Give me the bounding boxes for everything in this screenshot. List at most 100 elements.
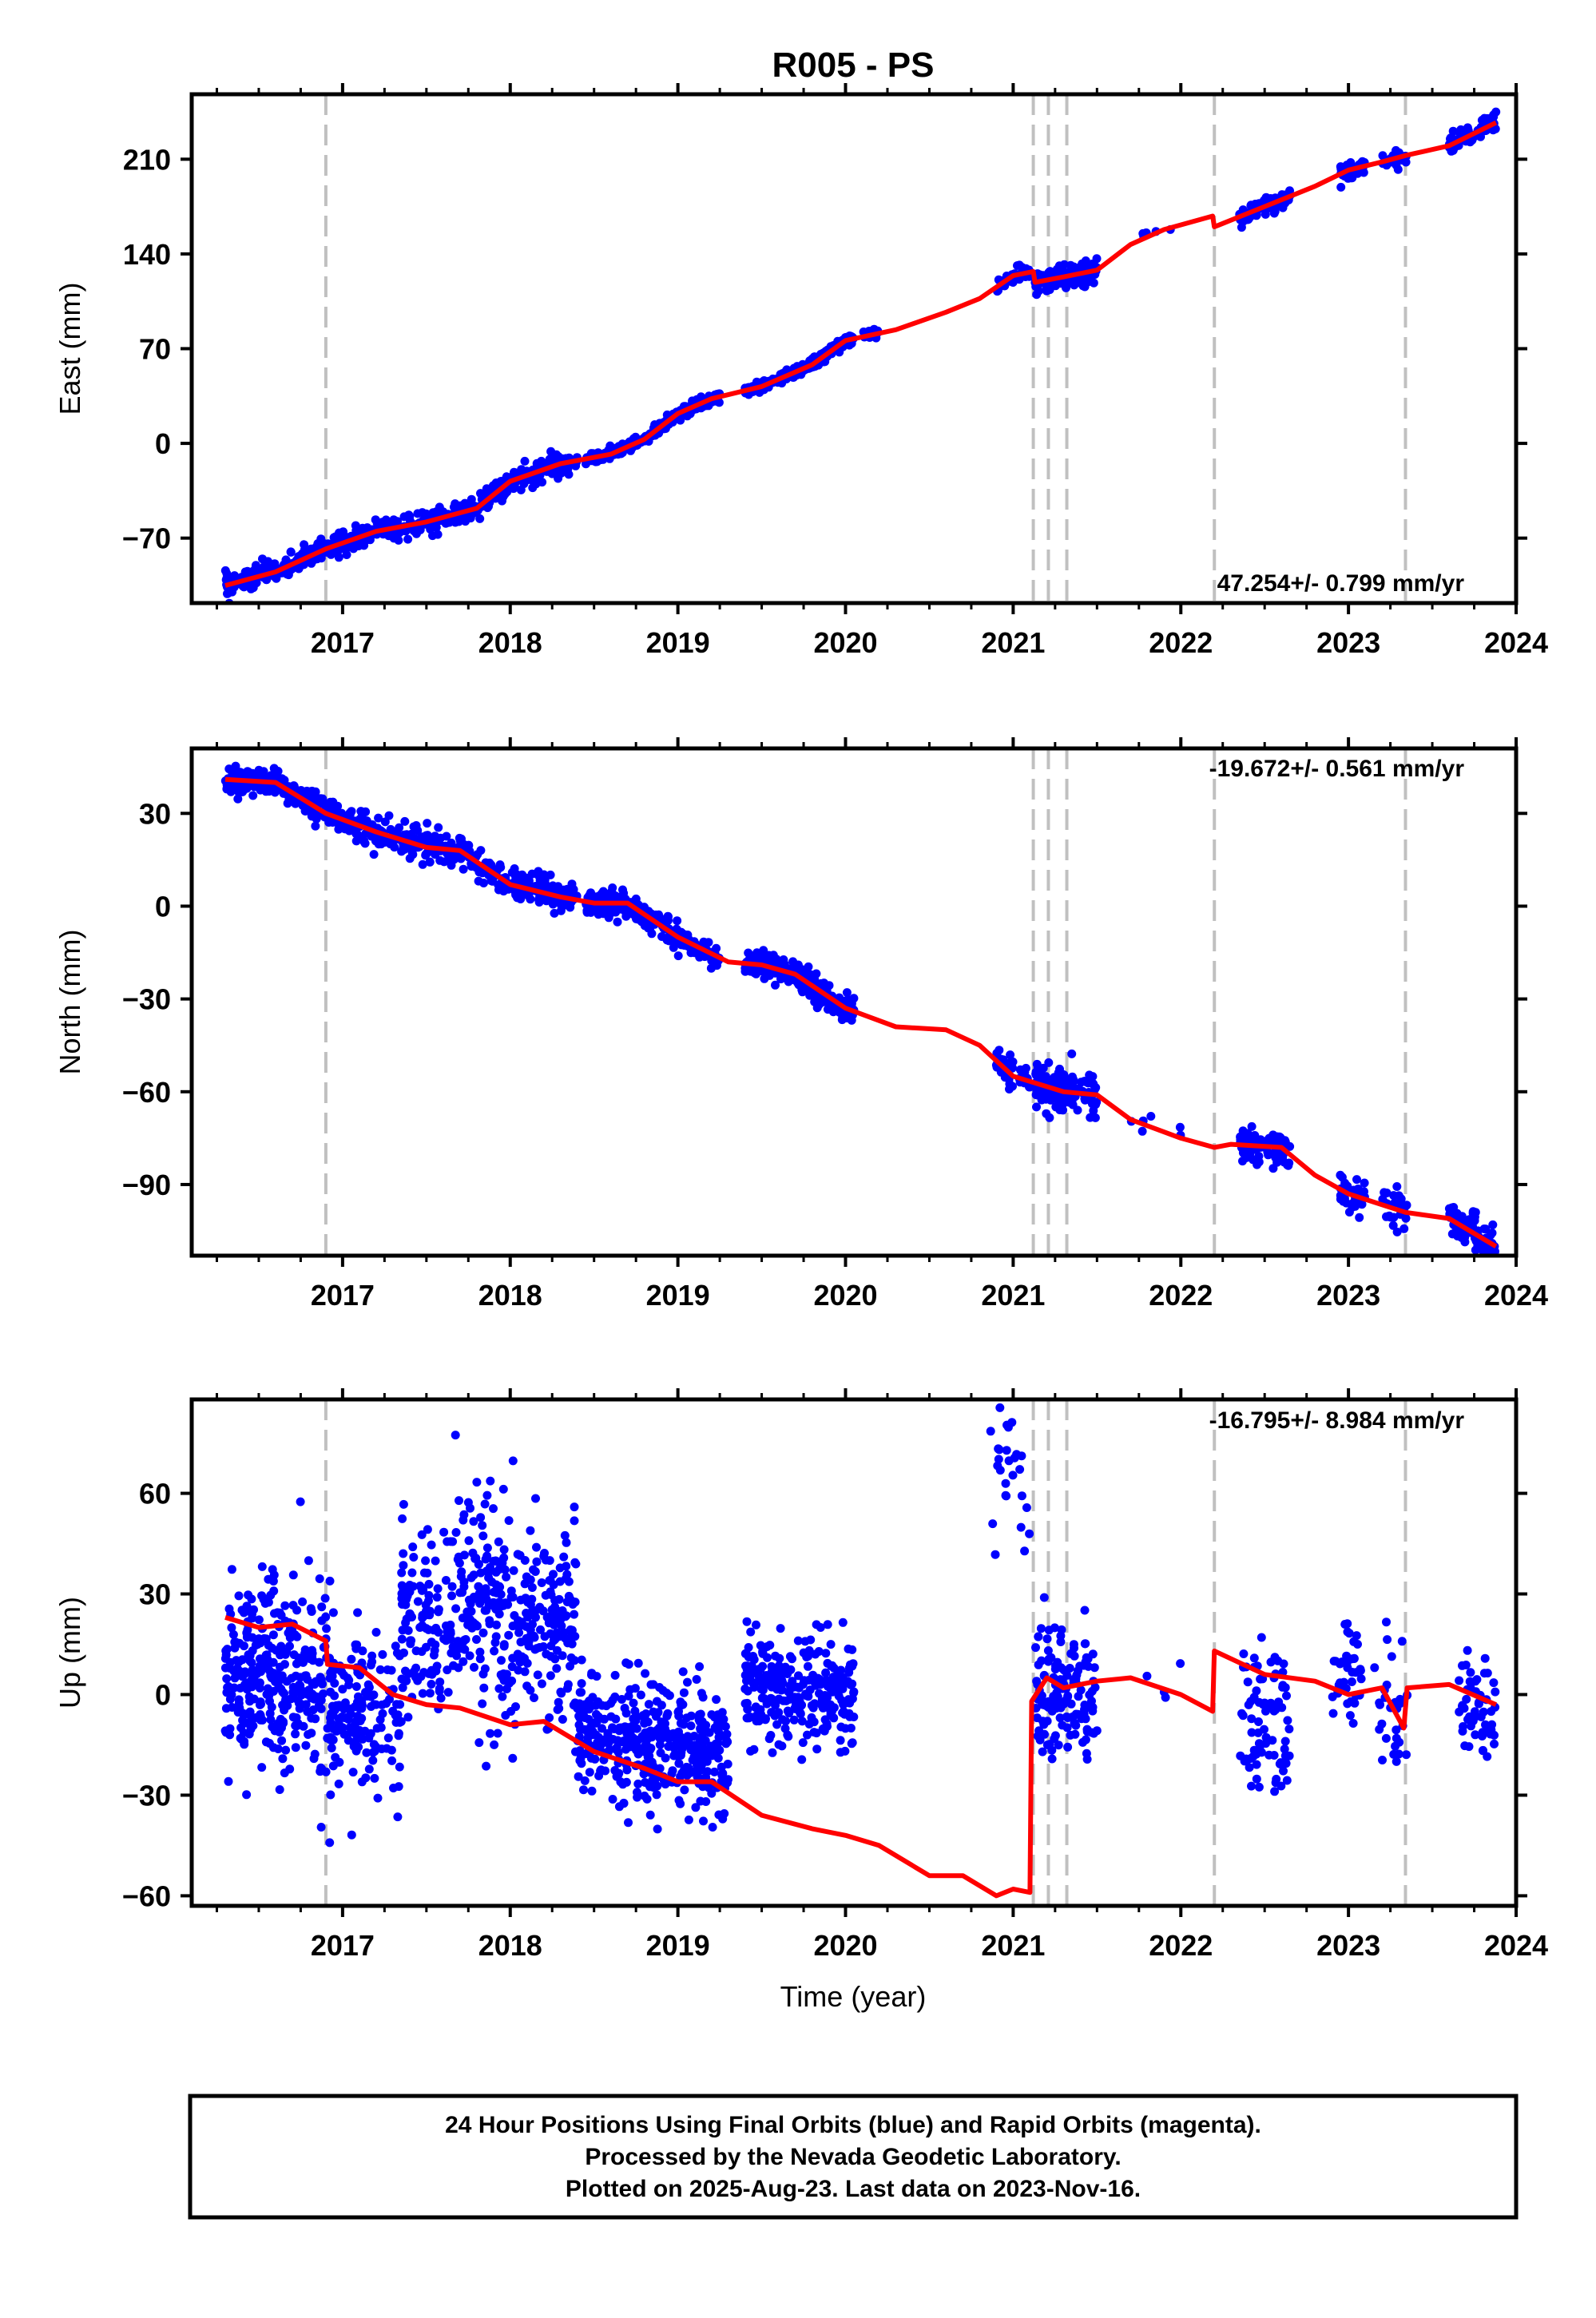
data-point [833,1667,843,1677]
data-point [407,1568,417,1578]
data-point [242,1718,252,1728]
data-point [364,1733,374,1743]
data-point [605,1744,614,1754]
data-point [707,1788,717,1798]
data-point [452,1651,462,1661]
data-point [623,1729,632,1738]
data-point [692,1675,701,1684]
data-point [316,1823,326,1832]
data-point [570,1516,579,1526]
data-point [459,1635,469,1645]
data-point [652,1790,661,1800]
data-point [482,1551,492,1561]
data-point [307,1713,316,1723]
data-point [291,1743,300,1752]
data-point [715,1745,725,1755]
data-point [534,871,543,880]
data-point [449,1661,458,1670]
data-point [794,1671,803,1681]
data-point [433,1584,443,1594]
data-point [242,1709,252,1719]
data-point [714,1733,724,1742]
data-point [387,1756,397,1765]
data-point [554,1704,564,1713]
data-point [351,521,360,530]
data-point [528,1620,537,1629]
data-point [394,1731,403,1740]
data-point [561,1612,570,1621]
data-point [1283,1160,1292,1169]
data-point [562,1598,572,1606]
data-point [809,1717,819,1727]
data-point [288,1570,298,1580]
data-point [698,1743,708,1752]
data-point [540,1632,550,1641]
data-point [475,1654,485,1664]
data-point [499,1641,509,1651]
data-point [608,1696,617,1705]
data-point [222,574,232,583]
data-point [1481,1224,1491,1234]
data-point [766,1731,776,1740]
data-point [347,1830,356,1840]
data-point [601,909,611,919]
data-point [546,1641,556,1651]
x-tick-label: 2019 [646,1279,710,1312]
data-point [777,1676,787,1685]
data-point [420,1610,430,1620]
data-point [1336,182,1346,192]
data-point [423,831,432,840]
data-point [704,938,713,947]
data-point [499,1545,509,1554]
data-point [417,1530,427,1539]
data-point [509,1566,518,1575]
data-point [311,1677,320,1686]
data-point [399,1499,408,1509]
data-point [316,1696,326,1705]
data-point [698,1782,708,1792]
data-point [482,1490,492,1500]
data-point [533,1670,542,1680]
data-point [686,1721,696,1731]
data-point [398,1625,407,1635]
data-point [847,1000,856,1010]
data-point [326,1790,335,1800]
data-point [311,821,320,831]
data-point [352,1697,362,1707]
data-point [1343,1181,1352,1191]
data-point [427,1637,436,1647]
data-point [788,1677,797,1686]
data-point [421,1556,431,1566]
data-point [228,1703,237,1712]
panel-east: 2017 2018 2019 2020 2021 2022 2023 2024−7007014… [54,83,1548,659]
data-point [282,1647,292,1656]
data-point [678,1700,688,1709]
data-point [661,1753,670,1763]
data-point [1491,107,1501,117]
data-point [222,1688,232,1697]
data-point [1080,1077,1090,1086]
data-point [797,1717,807,1726]
data-point [316,1763,326,1772]
data-point [308,1689,317,1699]
data-point [397,1568,407,1578]
data-point [554,1610,563,1620]
data-point [598,1736,608,1744]
data-point [1044,1058,1054,1067]
data-point [1392,1182,1402,1191]
data-point [464,1536,474,1546]
data-point [601,1701,611,1711]
data-point [526,1631,535,1640]
data-point [801,1689,810,1699]
data-point [570,1502,579,1512]
data-point [220,566,230,575]
data-point [606,1712,616,1721]
data-point [527,1607,536,1617]
data-point [695,1717,705,1726]
data-point [331,1752,340,1762]
y-tick-label: −60 [122,1076,171,1109]
data-point [474,876,483,886]
data-point [466,514,475,523]
y-tick-label: −30 [122,983,171,1016]
data-point [537,1679,546,1689]
